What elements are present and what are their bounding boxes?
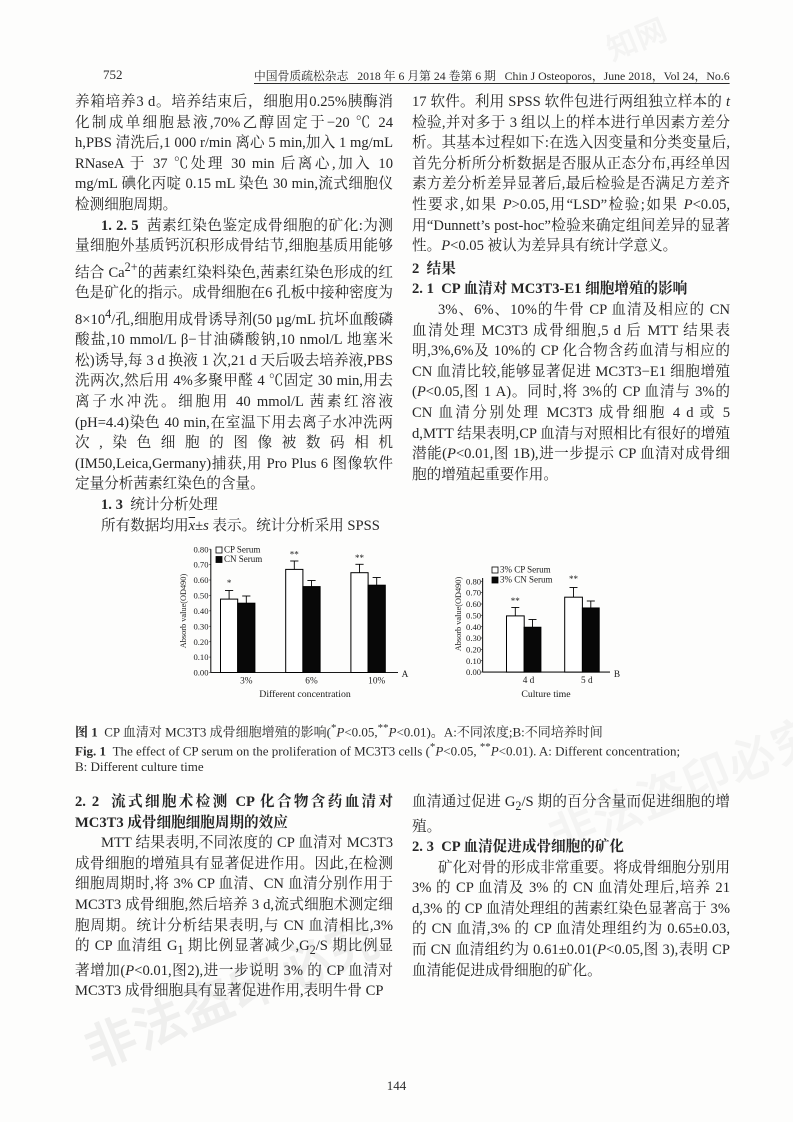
svg-text:0.60: 0.60 xyxy=(466,599,481,609)
svg-text:4 d: 4 d xyxy=(523,676,535,686)
svg-text:0.40: 0.40 xyxy=(193,606,208,616)
svg-text:Different concentration: Different concentration xyxy=(259,689,351,700)
svg-text:0.30: 0.30 xyxy=(466,633,481,643)
svg-text:0.00: 0.00 xyxy=(193,668,208,678)
svg-text:3% CN Serum: 3% CN Serum xyxy=(500,575,553,585)
svg-text:Absorb value(OD490): Absorb value(OD490) xyxy=(454,577,463,652)
svg-text:**: ** xyxy=(290,550,300,560)
svg-text:0.40: 0.40 xyxy=(466,622,481,632)
svg-text:B: B xyxy=(614,670,620,680)
svg-text:0.70: 0.70 xyxy=(466,588,481,598)
svg-text:CN Serum: CN Serum xyxy=(224,554,262,564)
svg-text:0.80: 0.80 xyxy=(193,544,208,554)
svg-text:Absorb value(OD490): Absorb value(OD490) xyxy=(179,574,188,649)
svg-text:0.60: 0.60 xyxy=(193,575,208,585)
svg-text:6%: 6% xyxy=(305,677,318,687)
svg-text:0.20: 0.20 xyxy=(466,645,481,655)
svg-text:0.80: 0.80 xyxy=(466,576,481,586)
svg-text:10%: 10% xyxy=(368,677,385,687)
svg-text:3% CP Serum: 3% CP Serum xyxy=(500,565,551,575)
svg-text:3%: 3% xyxy=(240,677,253,687)
svg-text:A: A xyxy=(402,670,409,680)
svg-text:0.30: 0.30 xyxy=(193,621,208,631)
svg-text:0.70: 0.70 xyxy=(193,560,208,570)
svg-text:0.10: 0.10 xyxy=(466,656,481,666)
svg-text:*: * xyxy=(227,578,232,588)
svg-text:0.20: 0.20 xyxy=(193,637,208,647)
svg-text:0.50: 0.50 xyxy=(193,591,208,601)
svg-text:Culture time: Culture time xyxy=(521,689,571,700)
svg-text:CP Serum: CP Serum xyxy=(224,545,260,555)
svg-text:**: ** xyxy=(569,574,579,584)
svg-text:**: ** xyxy=(511,596,521,606)
svg-text:**: ** xyxy=(355,553,365,563)
svg-text:0.00: 0.00 xyxy=(466,667,481,677)
svg-text:0.10: 0.10 xyxy=(193,652,208,662)
svg-text:0.50: 0.50 xyxy=(466,610,481,620)
svg-text:5 d: 5 d xyxy=(581,676,593,686)
